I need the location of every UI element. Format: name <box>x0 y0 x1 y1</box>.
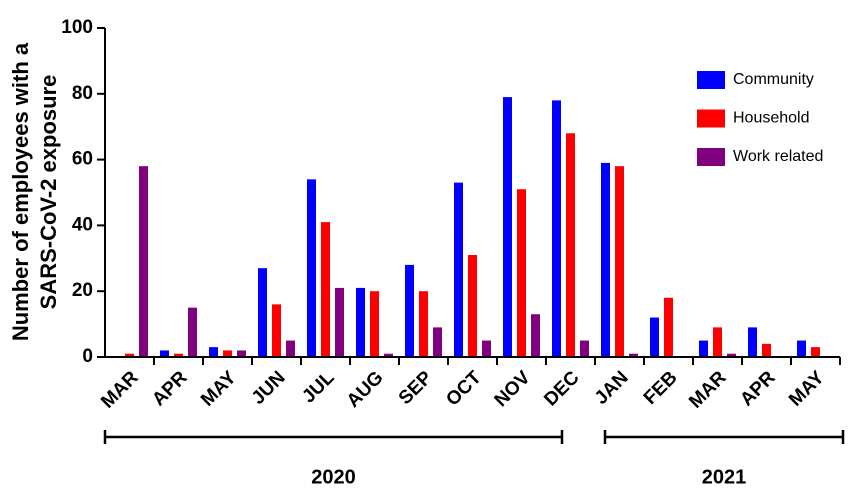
x-tick-label: AUG <box>343 367 388 412</box>
y-tick-label: 40 <box>72 214 93 235</box>
legend-swatch <box>697 109 725 128</box>
bar <box>615 166 624 357</box>
bar <box>601 162 610 357</box>
bar <box>258 268 267 357</box>
bar <box>727 353 736 357</box>
bar <box>664 297 673 357</box>
legend-label: Community <box>733 71 814 88</box>
bar <box>454 182 463 357</box>
legend-swatch <box>697 71 725 89</box>
bar <box>405 264 414 357</box>
bar <box>419 291 428 357</box>
bar <box>699 340 708 357</box>
y-tick-label: 0 <box>82 346 93 367</box>
legend-label: Household <box>733 110 810 127</box>
bar <box>517 189 526 357</box>
bar <box>713 327 722 357</box>
year-label: 2021 <box>702 466 747 488</box>
y-tick-label: 80 <box>72 83 93 104</box>
bar <box>503 97 512 357</box>
bar <box>531 314 540 357</box>
bar <box>335 287 344 357</box>
bar <box>237 350 246 357</box>
y-tick-label: 20 <box>72 280 93 301</box>
bar <box>468 255 477 357</box>
bar <box>370 291 379 357</box>
legend-label: Work related <box>733 148 823 165</box>
x-tick-label: APR <box>736 367 779 410</box>
x-tick-label: OCT <box>442 367 485 410</box>
bar <box>629 353 638 357</box>
bar <box>321 222 330 357</box>
bar <box>160 350 169 357</box>
x-tick-label: DEC <box>540 367 583 410</box>
bar <box>223 350 232 357</box>
bar <box>762 343 771 357</box>
x-tick-label: MAY <box>197 367 241 411</box>
bar <box>797 340 806 357</box>
bar <box>580 340 589 357</box>
bar <box>356 287 365 357</box>
bar <box>811 347 820 357</box>
x-tick-label: NOV <box>491 367 535 411</box>
bar <box>188 307 197 357</box>
bar <box>482 340 491 357</box>
bar <box>650 317 659 357</box>
x-tick-label: MAR <box>685 367 731 413</box>
bar <box>174 353 183 357</box>
x-tick-label: JUN <box>248 367 290 409</box>
legend-swatch <box>697 148 725 166</box>
x-tick-label: SEP <box>395 367 437 409</box>
x-tick-label: MAR <box>97 367 143 413</box>
bar <box>566 133 575 357</box>
bar <box>748 327 757 357</box>
y-axis-title: Number of employees with a <box>8 42 33 341</box>
bar <box>286 340 295 357</box>
bar <box>209 347 218 357</box>
x-tick-label: FEB <box>640 367 682 409</box>
bar <box>384 353 393 357</box>
bar <box>433 327 442 357</box>
year-label: 2020 <box>311 466 356 488</box>
x-tick-label: JAN <box>591 367 633 409</box>
x-tick-label: MAY <box>785 367 829 411</box>
bar <box>307 179 316 357</box>
y-tick-label: 60 <box>72 149 93 170</box>
bar <box>272 304 281 357</box>
y-tick-label: 100 <box>61 17 93 38</box>
x-tick-label: APR <box>148 367 191 410</box>
bar <box>139 166 148 357</box>
bar <box>125 353 134 357</box>
x-tick-label: JUL <box>298 367 339 408</box>
bar <box>552 100 561 357</box>
y-axis-title: SARS-CoV-2 exposure <box>36 75 61 310</box>
